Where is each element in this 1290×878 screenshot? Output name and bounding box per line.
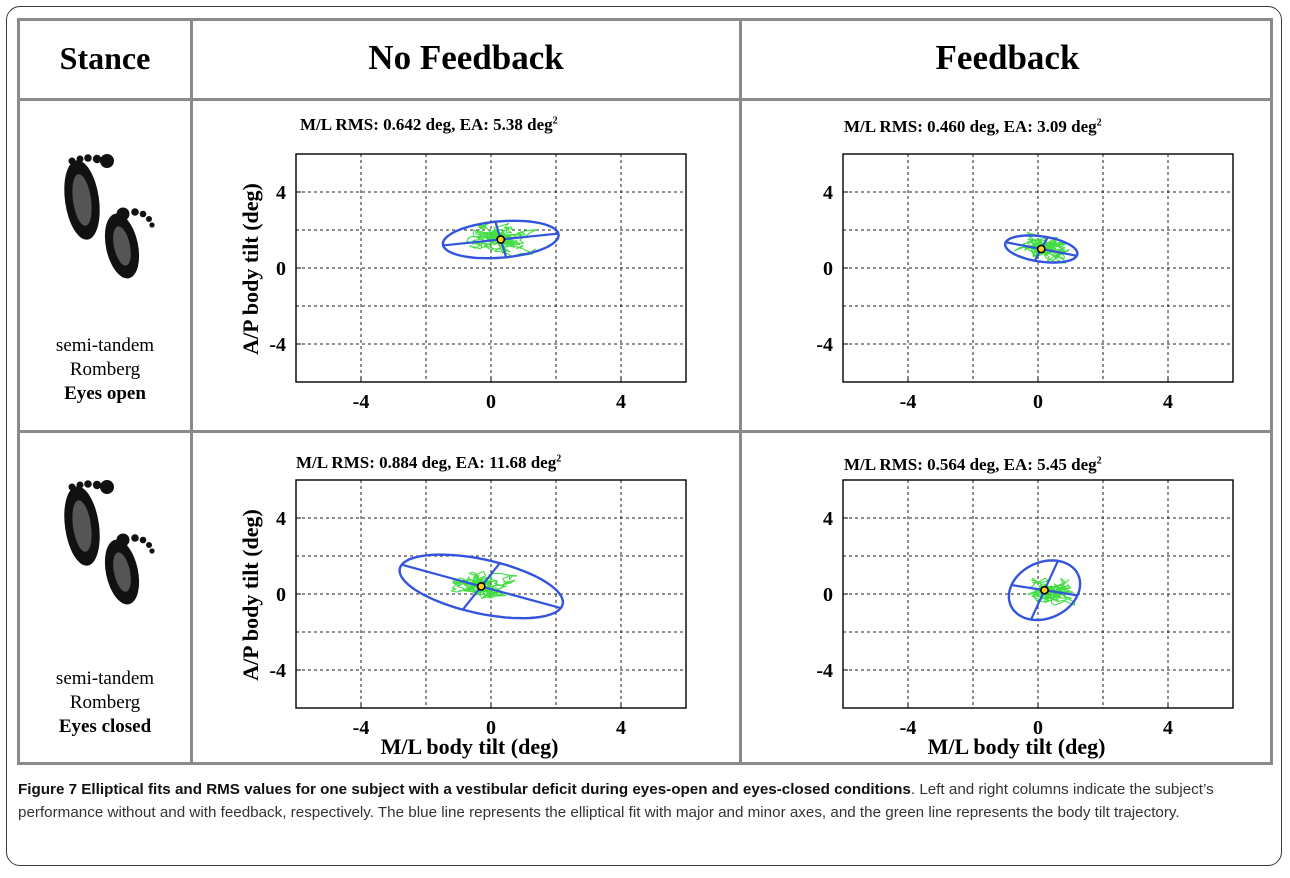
stance-label-eyes-open: semi-tandem Romberg Eyes open	[20, 334, 190, 406]
plot-title: M/L RMS: 0.642 deg, EA: 5.38 deg2	[300, 115, 558, 134]
elliptical-fit	[398, 553, 565, 620]
y-tick-label: -4	[816, 334, 833, 356]
figure-caption: Figure 7 Elliptical fits and RMS values …	[18, 778, 1276, 824]
elliptical-fit	[1007, 559, 1082, 622]
center-point	[1036, 244, 1046, 254]
y-tick-label: 0	[823, 584, 833, 606]
y-tick-label: 4	[276, 508, 286, 530]
stance-label-eyes-closed: semi-tandem Romberg Eyes closed	[20, 667, 190, 739]
x-tick-label: 0	[1033, 391, 1043, 413]
figure-frame	[6, 6, 1282, 866]
y-tick-label: 4	[823, 182, 833, 204]
y-tick-label: -4	[816, 660, 833, 682]
x-tick-label: 0	[1033, 717, 1043, 739]
stance-name-line2: Romberg	[69, 692, 141, 713]
x-tick-label: 0	[486, 717, 496, 739]
plot-title: M/L RMS: 0.460 deg, EA: 3.09 deg2	[844, 117, 1102, 136]
y-tick-label: 0	[823, 258, 833, 280]
y-tick-label: 4	[276, 182, 286, 204]
y-tick-label: 4	[823, 508, 833, 530]
row-divider	[20, 98, 1270, 101]
x-tick-label: 4	[1163, 717, 1173, 739]
feet-icon	[64, 154, 155, 279]
caption-title: Figure 7 Elliptical fits and RMS values …	[18, 781, 911, 798]
stance-name: semi-tandem	[55, 668, 155, 689]
column-divider	[739, 21, 742, 762]
feedback-header: Feedback	[935, 38, 1080, 77]
body-tilt-trajectory	[1027, 577, 1076, 606]
x-tick-label: -4	[900, 391, 917, 413]
x-tick-label: -4	[353, 391, 370, 413]
y-tick-label: -4	[269, 334, 286, 356]
x-axis-label: M/L body tilt (deg)	[927, 734, 1106, 759]
x-tick-label: 0	[486, 391, 496, 413]
x-axis-label: M/L body tilt (deg)	[380, 734, 559, 759]
body-tilt-trajectory	[466, 222, 537, 257]
stance-name: semi-tandem	[55, 335, 155, 356]
figure-table	[17, 18, 1273, 765]
plot-eyes-open-no-feedback: -4 -4 0 0 4 4	[250, 152, 689, 413]
column-divider	[190, 21, 193, 762]
stance-header: Stance	[59, 39, 151, 76]
plot-eyes-closed-no-feedback: -4 -4 0 0 4 4	[250, 478, 689, 739]
center-point	[1040, 585, 1049, 595]
y-tick-label: 0	[276, 258, 286, 280]
x-tick-label: 4	[616, 717, 626, 739]
y-axis-label: A/P body tilt (deg)	[238, 183, 263, 355]
feet-icon	[64, 480, 155, 605]
plot-title: M/L RMS: 0.884 deg, EA: 11.68 deg2	[296, 453, 562, 472]
caption-text: . Left and right columns indicate the su…	[18, 781, 1214, 821]
elliptical-fit	[441, 219, 560, 260]
elliptical-fit	[1003, 234, 1079, 264]
center-point	[496, 235, 506, 244]
row-divider	[20, 430, 1270, 433]
y-tick-label: -4	[269, 660, 286, 682]
plot-eyes-open-feedback: -4 -4 0 0 4 4	[797, 152, 1236, 413]
plot-title: M/L RMS: 0.564 deg, EA: 5.45 deg2	[844, 455, 1102, 474]
center-point	[476, 582, 486, 591]
x-tick-label: -4	[900, 717, 917, 739]
y-tick-label: 0	[276, 584, 286, 606]
stance-name-line2: Romberg	[69, 359, 141, 380]
plot-eyes-closed-feedback: -4 -4 0 0 4 4	[797, 478, 1236, 739]
x-tick-label: 4	[616, 391, 626, 413]
x-tick-label: -4	[353, 717, 370, 739]
condition-label: Eyes open	[64, 383, 146, 404]
no-feedback-header: No Feedback	[368, 38, 564, 77]
condition-label: Eyes closed	[58, 716, 152, 737]
x-tick-label: 4	[1163, 391, 1173, 413]
y-axis-label: A/P body tilt (deg)	[238, 509, 263, 681]
